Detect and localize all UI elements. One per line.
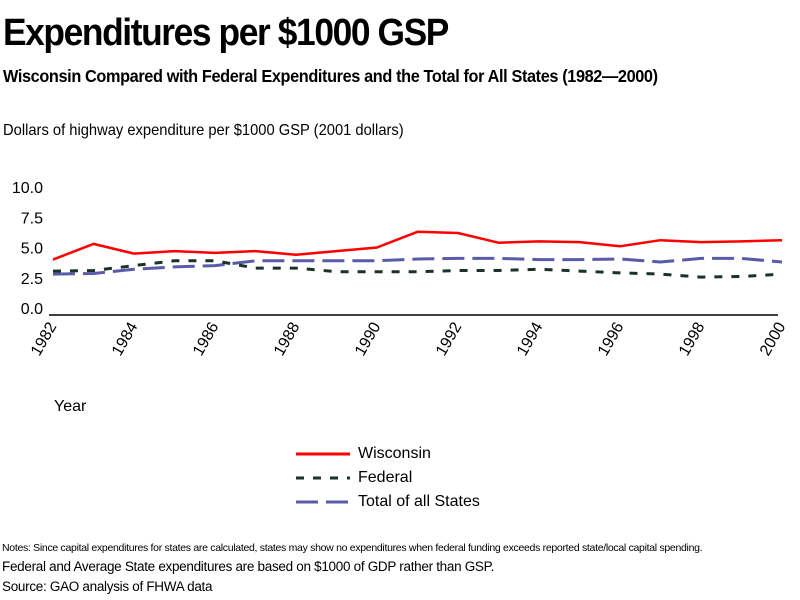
series-line-total-of-all-states [52, 256, 783, 276]
notes-text-2: Federal and Average State expenditures a… [2, 559, 495, 574]
y-tick-label: 5.0 [21, 241, 43, 258]
line-chart: 0.0 2.5 5.0 7.5 10.0 1982 1984 1986 1988 1990 199… [12, 180, 790, 359]
legend: Wisconsin Federal Total of all States [294, 442, 480, 514]
legend-label: Total of all States [358, 493, 480, 510]
series-line-federal [52, 259, 783, 279]
y-tick-label: 10.0 [12, 180, 43, 197]
x-tick-label: 2000 [757, 319, 790, 358]
x-tick-label: 1992 [433, 319, 466, 358]
series-group [52, 230, 783, 279]
y-axis: 0.0 2.5 5.0 7.5 10.0 [12, 180, 43, 318]
legend-item-total-states: Total of all States [294, 490, 480, 514]
legend-item-wisconsin: Wisconsin [294, 442, 480, 466]
notes-text: Notes: Since capital expenditures for st… [2, 542, 703, 554]
x-tick-label: 1984 [109, 319, 142, 358]
x-tick-label: 1986 [190, 319, 223, 358]
chart-subtitle: Wisconsin Compared with Federal Expendit… [3, 66, 658, 86]
x-tick-label: 1982 [28, 319, 61, 358]
y-axis-label: Dollars of highway expenditure per $1000… [3, 122, 404, 139]
y-tick-label: 0.0 [21, 301, 43, 318]
legend-swatch-federal [296, 476, 350, 480]
series-line-wisconsin [52, 230, 783, 261]
legend-label: Wisconsin [358, 445, 431, 462]
x-tick-label: 1998 [676, 319, 709, 358]
legend-item-federal: Federal [294, 466, 480, 490]
legend-swatch-total-states [296, 500, 350, 504]
x-axis: 1982 1984 1986 1988 1990 1992 1994 1996 1998 2000 [28, 319, 790, 358]
legend-label: Federal [358, 469, 413, 486]
chart-title: Expenditures per $1000 GSP [3, 12, 449, 54]
y-tick-label: 2.5 [21, 271, 43, 288]
source-text: Source: GAO analysis of FHWA data [2, 579, 213, 594]
x-tick-label: 1988 [271, 319, 304, 358]
x-tick-label: 1994 [514, 319, 547, 358]
x-tick-label: 1996 [595, 319, 628, 358]
y-tick-label: 7.5 [21, 210, 43, 227]
legend-swatch-wisconsin [296, 452, 350, 456]
x-tick-label: 1990 [352, 319, 385, 358]
x-axis-label: Year [54, 398, 87, 415]
